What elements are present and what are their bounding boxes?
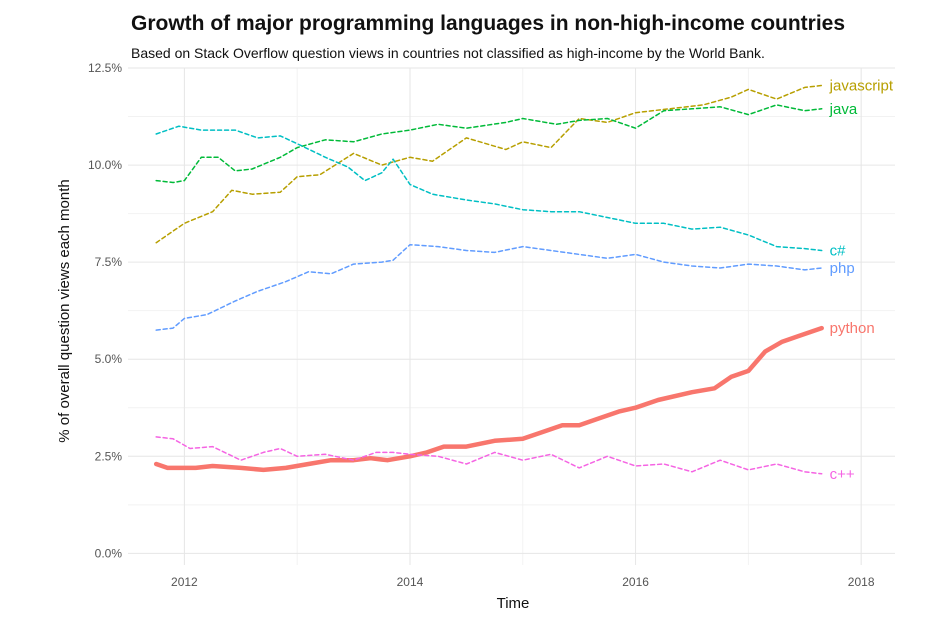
- x-tick-label: 2018: [848, 575, 875, 589]
- series-label-java: java: [829, 101, 858, 118]
- series-label-python: python: [830, 320, 875, 337]
- series-lines: [153, 84, 824, 475]
- chart-subtitle: Based on Stack Overflow question views i…: [131, 45, 765, 61]
- series-label-php: php: [830, 260, 855, 277]
- series-line-php: [155, 243, 823, 331]
- chart-title: Growth of major programming languages in…: [131, 12, 845, 35]
- y-tick-label: 2.5%: [95, 449, 123, 463]
- x-tick-label: 2014: [397, 575, 424, 589]
- y-tick-label: 7.5%: [95, 255, 123, 269]
- series-line-python: [153, 325, 824, 473]
- series-label-javascript: javascript: [829, 77, 894, 94]
- x-axis-title: Time: [497, 595, 530, 612]
- y-tick-label: 0.0%: [95, 546, 123, 560]
- series-line-cpp: [155, 436, 823, 475]
- y-tick-label: 10.0%: [88, 158, 122, 172]
- grid: [128, 67, 895, 565]
- y-tick-label: 12.5%: [88, 61, 122, 75]
- series-line-java: [155, 104, 823, 184]
- y-axis-title: % of overall question views each month: [56, 179, 73, 442]
- series-labels: javascript java c#php python c++: [829, 77, 894, 482]
- series-line-javascript: [155, 84, 823, 244]
- series-label-csharp: c#: [830, 242, 847, 259]
- x-tick-label: 2016: [622, 575, 649, 589]
- x-axis-ticks: 2012 2014 2016 2018: [171, 575, 875, 589]
- y-tick-label: 5.0%: [95, 352, 123, 366]
- series-line-csharp: [155, 125, 823, 252]
- x-tick-label: 2012: [171, 575, 198, 589]
- series-label-cpp: c++: [830, 466, 855, 483]
- y-axis-ticks: 0.0% 2.5% 5.0% 7.5% 10.0% 12.5%: [88, 61, 122, 560]
